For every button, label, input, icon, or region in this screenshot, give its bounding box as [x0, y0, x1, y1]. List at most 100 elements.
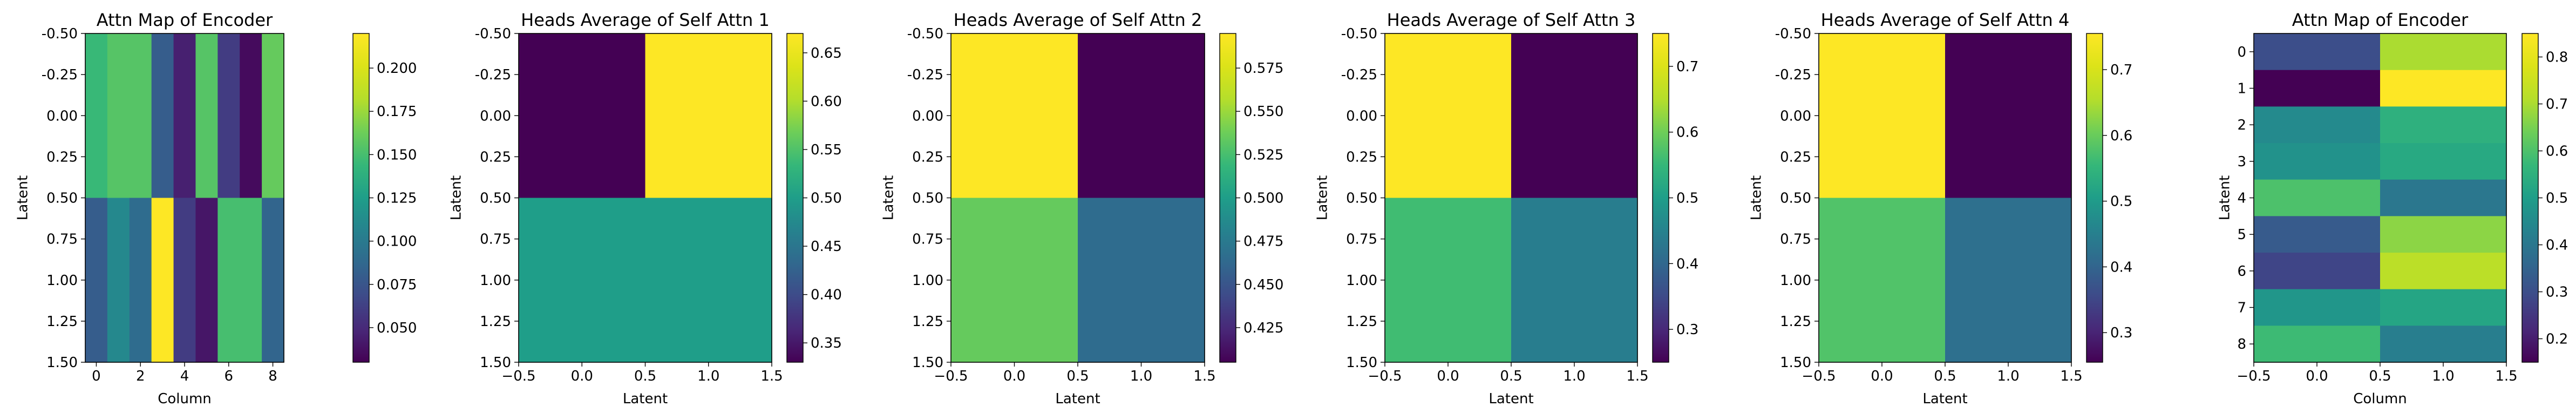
panel-5: Heads Average of Self Attn 4 −0.5 0.0 0.5 1.… — [1749, 10, 2133, 407]
heatmap-cell-r6-c0 — [2254, 253, 2381, 290]
y-tick-label: -0.50 — [42, 26, 78, 42]
y-tick-label: 0 — [2237, 44, 2246, 60]
y-tick-label: 1.25 — [46, 314, 78, 330]
x-axis-label: Column — [2353, 391, 2407, 407]
colorbar — [2521, 33, 2539, 363]
panel-title: Attn Map of Encoder — [97, 10, 273, 30]
colorbar-tick-label: 0.60 — [811, 93, 842, 110]
y-tick-label: 0.50 — [1780, 191, 1811, 207]
heatmap-cell-r7-c0 — [2254, 289, 2381, 326]
heatmap-cell-r1-c1 — [1945, 198, 2072, 363]
colorbar-tick-label: 0.55 — [811, 142, 842, 158]
y-tick-label: 5 — [2237, 227, 2246, 243]
x-tick-label: −0.5 — [2237, 368, 2271, 384]
colorbar — [1219, 33, 1236, 363]
y-tick-label: 0.75 — [912, 232, 943, 248]
panel-title: Heads Average of Self Attn 1 — [521, 10, 770, 30]
colorbar-tick-label: 0.6 — [1676, 125, 1698, 141]
x-tick-label: 0.0 — [1003, 368, 1025, 384]
y-tick-label: 1.00 — [480, 273, 511, 289]
heatmap-cell-r1-c0 — [1385, 198, 1512, 363]
colorbar — [352, 33, 370, 363]
heatmap-cell-r4-c1 — [2380, 179, 2507, 216]
panel-title: Heads Average of Self Attn 2 — [954, 10, 1202, 30]
y-tick-label: -0.25 — [907, 67, 943, 83]
y-tick-label: -0.25 — [42, 67, 78, 83]
colorbar-tick-label: 0.450 — [1243, 277, 1283, 293]
heatmap-cell-r0-c1 — [1511, 33, 1638, 199]
x-tick-label: 2 — [136, 368, 145, 384]
y-tick-label: 0.25 — [1346, 149, 1377, 165]
y-tick-label: 0.00 — [1346, 108, 1377, 124]
heatmap-cell-r0-c3 — [151, 33, 174, 199]
heatmap-cell-r1-c0 — [519, 198, 646, 363]
heatmap-cell-r1-c0 — [951, 198, 1078, 363]
y-tick-label: 1.25 — [1780, 314, 1811, 330]
y-tick-label: 1.00 — [46, 273, 78, 289]
panel-title: Attn Map of Encoder — [2292, 10, 2469, 30]
heatmap-cell-r1-c1 — [2380, 70, 2507, 107]
colorbar-tick-label: 0.575 — [1243, 60, 1283, 77]
x-tick-label: 1.5 — [2495, 368, 2517, 384]
y-tick-label: -0.50 — [1775, 26, 1811, 42]
colorbar-tick-label: 0.7 — [1676, 59, 1698, 75]
panel-3: Heads Average of Self Attn 2 −0.5 0.0 0.5 1.… — [881, 10, 1284, 407]
y-tick-label: 0.25 — [46, 149, 78, 165]
colorbar-tick-label: 0.075 — [377, 277, 417, 293]
colorbar-tick-label: 0.40 — [811, 287, 842, 303]
colorbar-tick-label: 0.500 — [1243, 191, 1283, 207]
colorbar-tick-label: 0.35 — [811, 335, 842, 351]
heatmap-cell-r8-c1 — [2380, 326, 2507, 363]
y-tick-label: 0.50 — [1346, 191, 1377, 207]
colorbar-tick-label: 0.7 — [2110, 62, 2132, 78]
colorbar-tick-label: 0.3 — [1676, 322, 1698, 338]
heatmap-cell-r0-c0 — [85, 33, 108, 199]
x-tick-label: −0.5 — [934, 368, 968, 384]
colorbar-tick-label: 0.6 — [2546, 144, 2568, 160]
colorbar-tick-label: 0.5 — [2546, 191, 2568, 207]
panel-1: Attn Map of Encoder 0 2 4 6 8 Column -0.50 -0.25… — [15, 10, 417, 407]
heatmap-cell-r0-c0 — [1385, 33, 1512, 199]
y-tick-label: 8 — [2237, 336, 2246, 353]
colorbar-tick-label: 0.3 — [2110, 325, 2132, 341]
heatmap-cell-r6-c1 — [2380, 253, 2507, 290]
y-tick-label: 1.00 — [912, 273, 943, 289]
panel-4: Heads Average of Self Attn 3 −0.5 0.0 0.5 1.… — [1315, 10, 1699, 407]
panel-title: Heads Average of Self Attn 4 — [1821, 10, 2070, 30]
heatmap-cell-r1-c1 — [1078, 198, 1205, 363]
x-tick-label: 1.5 — [2060, 368, 2082, 384]
colorbar-tick-label: 0.550 — [1243, 104, 1283, 120]
y-tick-label: 1.50 — [480, 355, 511, 371]
x-axis-label: Column — [158, 391, 212, 407]
y-tick-label: 0.00 — [1780, 108, 1811, 124]
x-axis-label: Latent — [623, 391, 668, 407]
colorbar-tick-label: 0.3 — [2546, 284, 2568, 301]
heatmap-cell-r1-c8 — [262, 198, 284, 363]
heatmap-cell-r0-c1 — [1078, 33, 1205, 199]
colorbar-tick-label: 0.525 — [1243, 147, 1283, 163]
x-tick-label: 0.5 — [1066, 368, 1089, 384]
y-tick-label: 0.00 — [912, 108, 943, 124]
x-tick-label: 0.0 — [571, 368, 593, 384]
colorbar-tick-label: 0.50 — [811, 191, 842, 207]
heatmap-cell-r0-c1 — [2380, 33, 2507, 71]
heatmap-cell-r1-c0 — [85, 198, 108, 363]
y-tick-label: 0.75 — [480, 232, 511, 248]
heatmap-cell-r1-c0 — [1819, 198, 1946, 363]
heatmap-cell-r2-c1 — [2380, 106, 2507, 144]
y-tick-label: 0.00 — [480, 108, 511, 124]
heatmap-cell-r1-c4 — [173, 198, 196, 363]
heatmap-cell-r0-c1 — [1945, 33, 2072, 199]
x-tick-label: −0.5 — [1368, 368, 1402, 384]
y-tick-label: 0.50 — [912, 191, 943, 207]
heatmap-cell-r0-c1 — [107, 33, 130, 199]
x-tick-label: 8 — [268, 368, 277, 384]
x-tick-label: 1.0 — [1563, 368, 1585, 384]
heatmap-cell-r0-c0 — [951, 33, 1078, 199]
colorbar-tick-label: 0.150 — [377, 147, 417, 163]
x-tick-label: 1.0 — [1130, 368, 1152, 384]
y-tick-label: 7 — [2237, 300, 2246, 316]
y-tick-label: 3 — [2237, 154, 2246, 170]
x-tick-label: 0.0 — [1437, 368, 1459, 384]
y-tick-label: -0.50 — [1341, 26, 1377, 42]
